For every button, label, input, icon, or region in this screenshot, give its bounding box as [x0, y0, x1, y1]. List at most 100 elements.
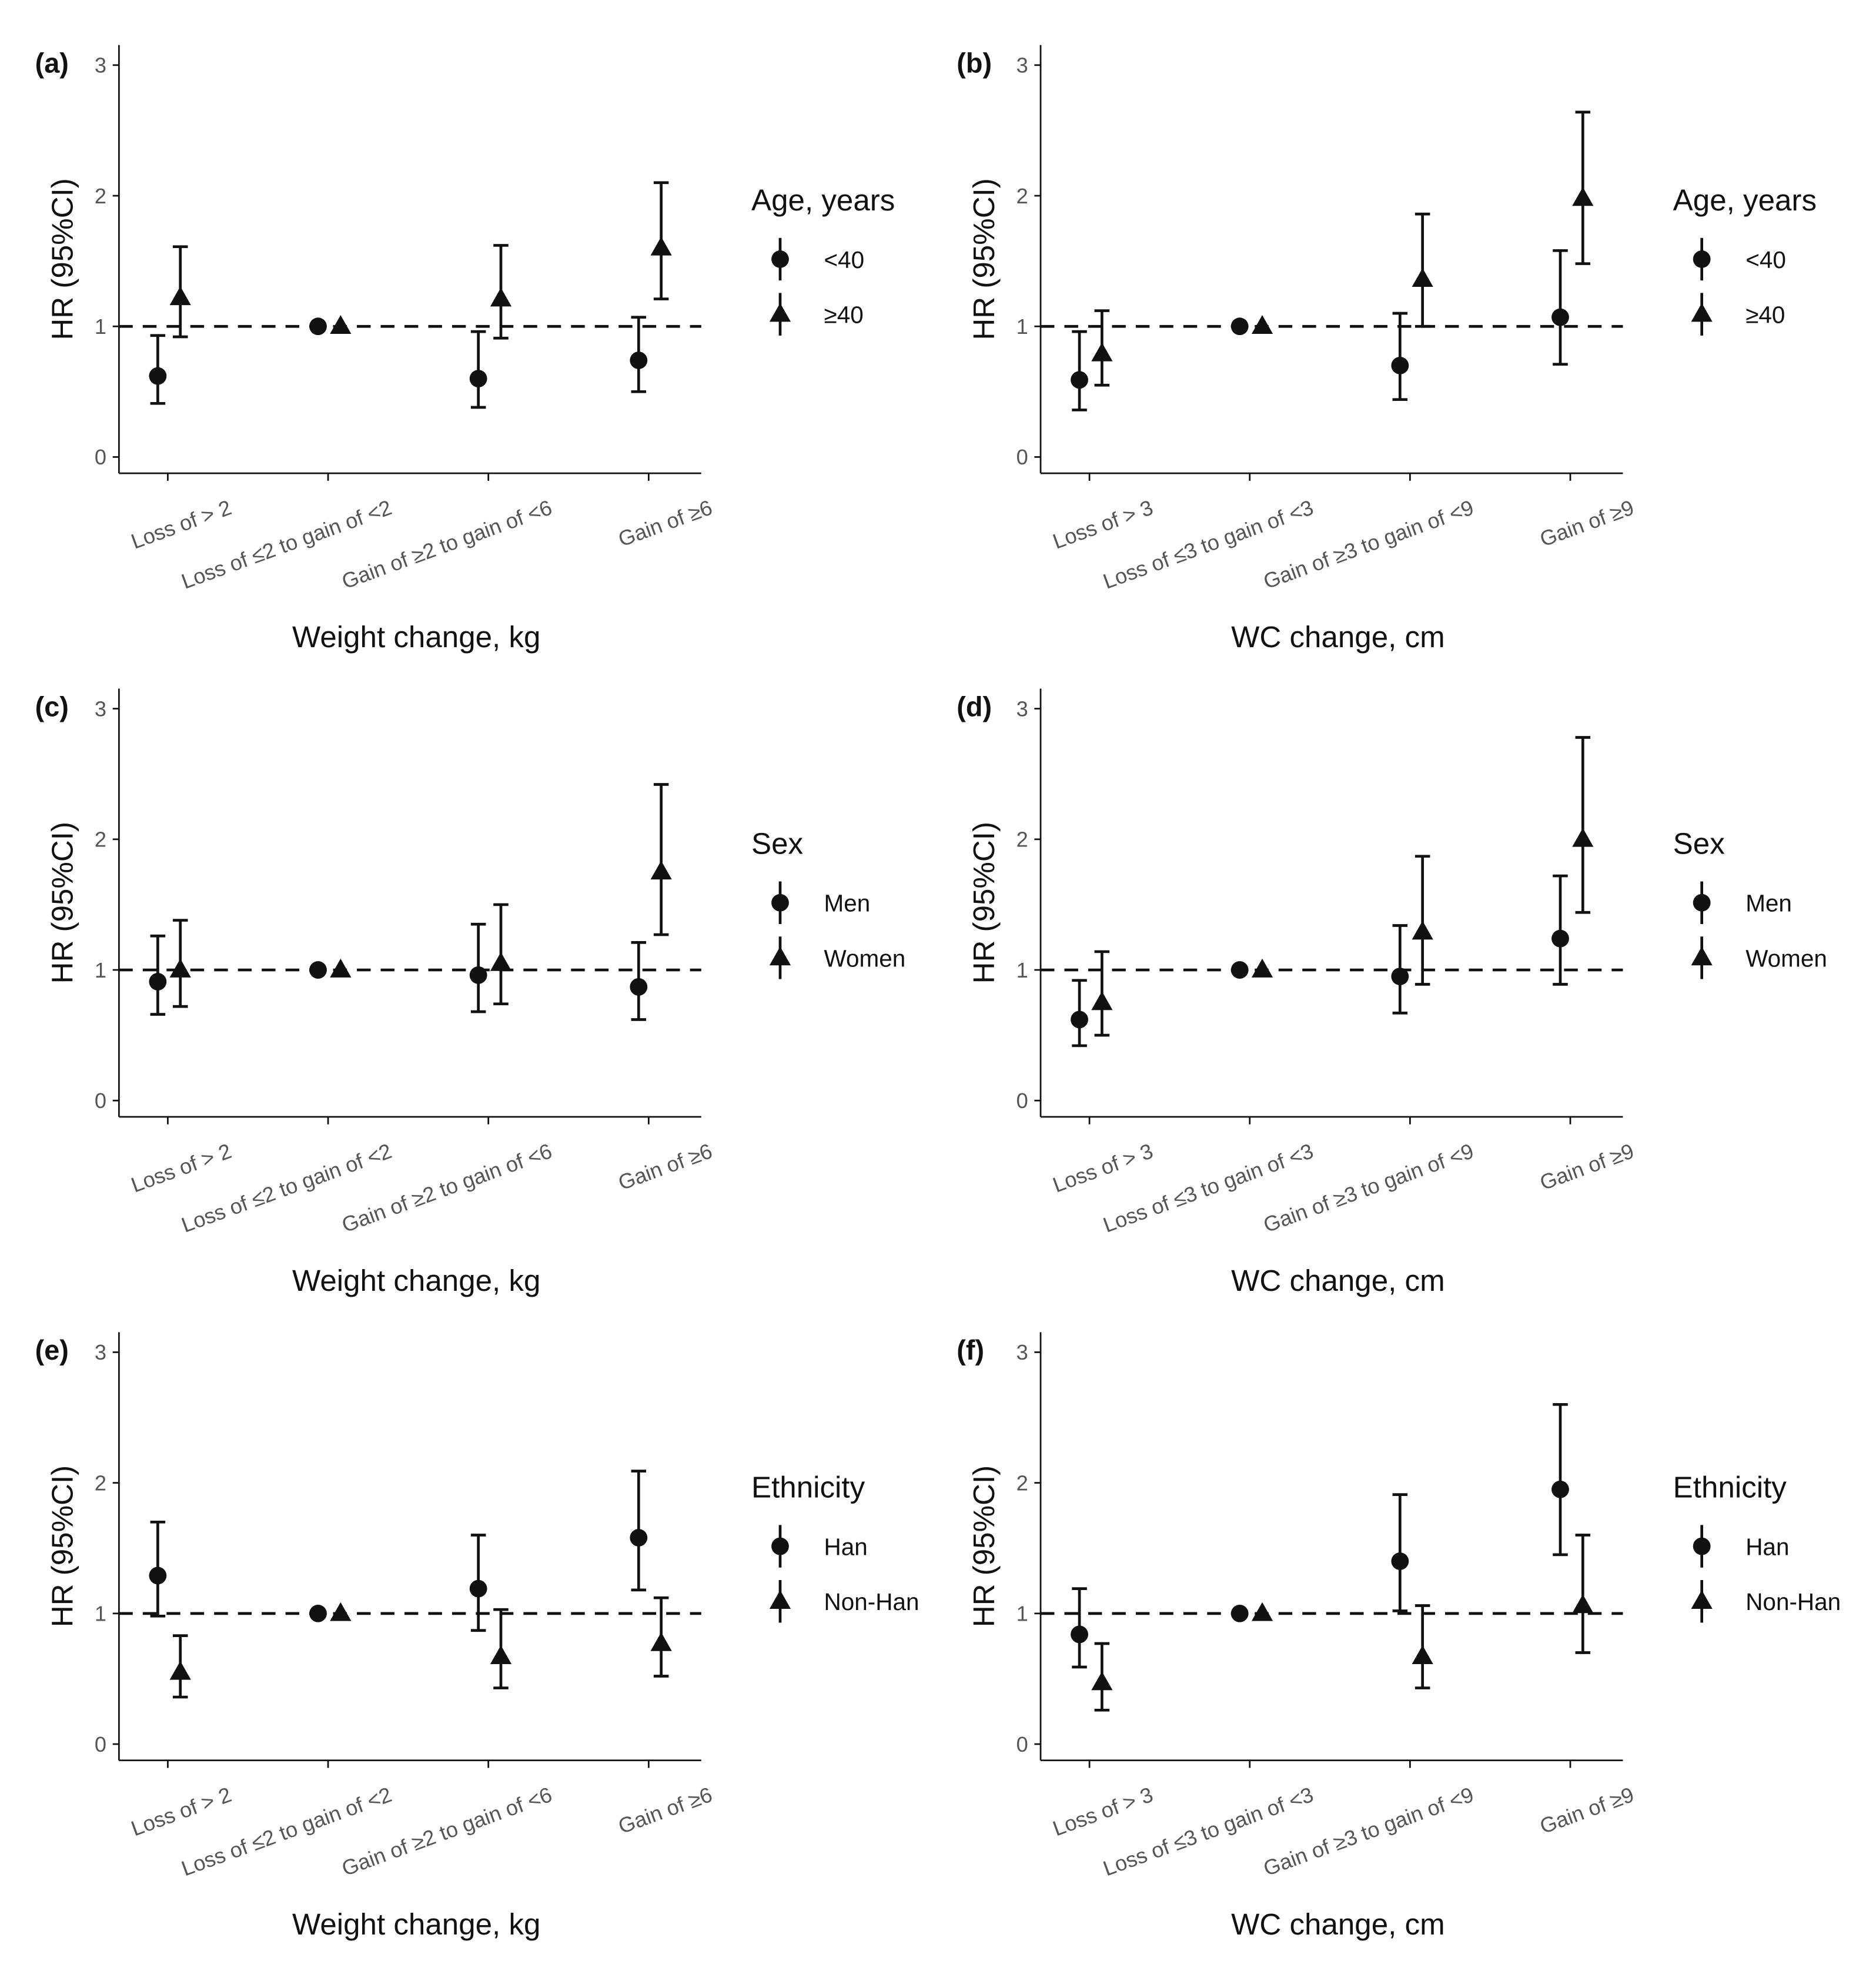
legend-key-triangle: [769, 303, 791, 322]
legend-key-triangle: [769, 1590, 791, 1609]
y-tick-label: 1: [95, 1602, 106, 1626]
data-point-triangle: [650, 861, 672, 880]
data-point-circle: [469, 370, 487, 388]
x-axis-title: Weight change, kg: [292, 620, 540, 654]
data-point-circle: [1071, 371, 1088, 389]
data-point-circle: [309, 1604, 327, 1622]
panel-letter: (f): [957, 1335, 984, 1365]
data-point-triangle: [1572, 187, 1594, 206]
y-tick-label: 3: [1016, 53, 1028, 78]
y-tick-label: 3: [95, 53, 106, 78]
data-point-triangle: [1251, 1602, 1273, 1621]
data-point-circle: [1230, 961, 1249, 979]
data-point-triangle: [169, 958, 191, 978]
y-tick-label: 1: [1016, 314, 1028, 339]
y-tick-label: 2: [95, 184, 106, 208]
legend-title: Ethnicity: [1673, 1470, 1787, 1504]
legend-label: <40: [1745, 246, 1786, 273]
legend-key-circle: [771, 893, 789, 912]
data-point-circle: [1071, 1625, 1088, 1644]
y-axis-title: HR (95%CI): [46, 178, 79, 340]
legend: Sex Men Women: [751, 827, 905, 979]
legend: Sex Men Women: [1673, 827, 1827, 979]
data-point-circle: [1391, 356, 1409, 374]
legend-title: Age, years: [1673, 183, 1817, 217]
data-point-circle: [1230, 317, 1249, 336]
y-tick-label: 3: [95, 1340, 106, 1364]
legend-label: Men: [1745, 890, 1792, 917]
y-tick-label: 0: [95, 1089, 106, 1113]
y-tick-label: 2: [95, 828, 106, 852]
data-point-circle: [630, 1529, 648, 1547]
y-tick-label: 0: [95, 445, 106, 469]
x-axis-title: Weight change, kg: [292, 1264, 540, 1297]
y-tick-label: 2: [95, 1471, 106, 1495]
legend-label: Men: [824, 890, 871, 917]
error-bar: [1414, 855, 1430, 986]
y-tick-label: 0: [1016, 1089, 1028, 1113]
x-tick-label: Gain of ≥6: [615, 495, 715, 551]
data-point-circle: [149, 367, 167, 385]
data-point-circle: [469, 1579, 487, 1598]
error-bar: [1392, 312, 1408, 401]
error-bar: [1553, 1403, 1568, 1557]
data-point-triangle: [1251, 958, 1273, 978]
legend-key-circle: [771, 250, 789, 268]
y-axis-title: HR (95%CI): [46, 1465, 79, 1627]
x-tick-label: Loss of > 2: [128, 495, 235, 553]
data-point-circle: [149, 973, 167, 990]
error-bar: [1553, 249, 1568, 366]
data-point-triangle: [330, 958, 352, 978]
data-point-triangle: [1412, 268, 1433, 287]
x-axis-title: Weight change, kg: [292, 1907, 540, 1941]
data-point-triangle: [1251, 315, 1273, 334]
legend-key-triangle: [1691, 946, 1713, 966]
panel-letter: (a): [35, 48, 69, 79]
legend: Ethnicity Han Non-Han: [1673, 1470, 1841, 1623]
y-tick-label: 1: [95, 958, 106, 982]
legend-label: Women: [1745, 945, 1827, 972]
legend-title: Sex: [1673, 827, 1725, 861]
y-tick-label: 3: [1016, 1340, 1028, 1364]
legend-title: Age, years: [751, 183, 895, 217]
legend-key-circle: [1693, 1537, 1711, 1555]
legend: Age, years <40 ≥40: [1673, 183, 1817, 336]
data-point-triangle: [1412, 1645, 1433, 1664]
y-tick-label: 2: [1016, 184, 1028, 208]
legend: Age, years <40 ≥40: [751, 183, 895, 336]
data-point-circle: [1071, 1010, 1088, 1029]
y-tick-label: 1: [1016, 958, 1028, 982]
x-tick-label: Gain of ≥9: [1537, 1139, 1637, 1195]
data-point-triangle: [490, 1645, 512, 1664]
x-tick-label: Loss of > 3: [1049, 495, 1156, 553]
data-point-triangle: [490, 287, 512, 307]
x-axis-title: WC change, cm: [1231, 1907, 1445, 1941]
legend-label: Han: [1745, 1533, 1789, 1560]
legend-key-circle: [771, 1537, 789, 1555]
data-point-circle: [1391, 1552, 1409, 1570]
y-tick-label: 1: [95, 314, 106, 339]
data-point-triangle: [169, 1661, 191, 1680]
y-axis-title: HR (95%CI): [967, 1465, 1001, 1627]
data-point-triangle: [650, 1632, 672, 1651]
legend-label: <40: [824, 246, 865, 273]
legend-key-triangle: [1691, 1590, 1713, 1609]
data-point-circle: [1551, 1480, 1569, 1498]
data-point-circle: [630, 978, 648, 996]
error-bar: [653, 783, 669, 936]
data-point-circle: [149, 1567, 167, 1585]
x-tick-label: Loss of > 2: [128, 1782, 235, 1840]
data-point-circle: [630, 352, 648, 369]
x-axis-title: WC change, cm: [1231, 1264, 1445, 1297]
x-tick-label: Gain of ≥9: [1537, 1782, 1637, 1839]
legend-label: ≥40: [1745, 302, 1785, 329]
data-point-triangle: [1091, 1671, 1113, 1691]
data-point-triangle: [1091, 342, 1113, 362]
y-tick-label: 3: [95, 697, 106, 721]
legend-key-circle: [1693, 893, 1711, 912]
x-tick-label: Loss of > 2: [128, 1139, 235, 1197]
legend-title: Sex: [751, 827, 803, 861]
